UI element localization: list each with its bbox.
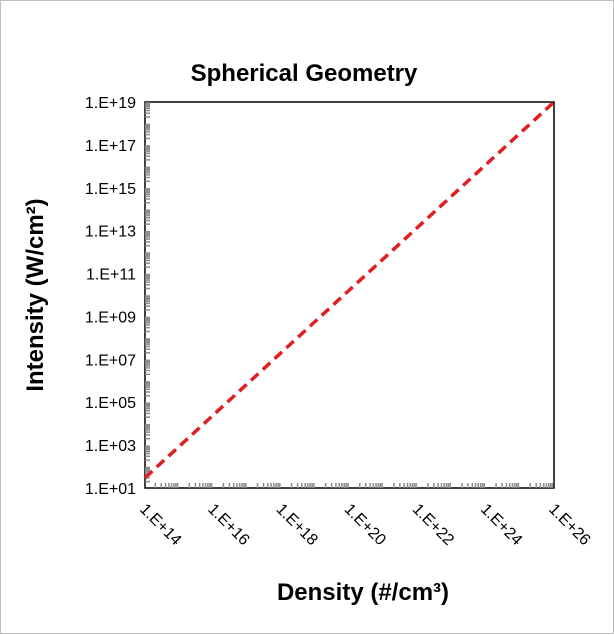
x-tick-label: 1.E+24 [477, 501, 525, 549]
y-tick-label: 1.E+01 [85, 481, 136, 498]
y-tick-label: 1.E+07 [85, 352, 136, 369]
y-axis-title: Intensity (W/cm²) [22, 198, 49, 391]
x-tick-label: 1.E+26 [545, 501, 593, 549]
x-axis-title: Density (#/cm³) [277, 579, 449, 606]
x-tick-label: 1.E+14 [136, 501, 184, 549]
x-tick-label: 1.E+22 [409, 501, 457, 549]
y-tick-label: 1.E+15 [85, 181, 136, 198]
series-layer [143, 100, 556, 480]
minor-ticks [145, 102, 554, 488]
x-tick-label: 1.E+18 [273, 501, 321, 549]
y-tick-label: 1.E+13 [85, 224, 136, 241]
chart-title: Spherical Geometry [191, 60, 418, 87]
x-tick-label: 1.E+20 [341, 501, 389, 549]
y-tick-label: 1.E+19 [85, 95, 136, 112]
plot-area [144, 101, 555, 489]
y-tick-label: 1.E+11 [86, 267, 136, 284]
y-tick-label: 1.E+09 [85, 309, 136, 326]
y-tick-label: 1.E+03 [85, 438, 136, 455]
x-tick-labels: 1.E+14 1.E+16 1.E+18 1.E+20 1.E+22 1.E+24 1.E+… [136, 501, 593, 549]
y-tick-label: 1.E+17 [85, 138, 136, 155]
y-tick-label: 1.E+05 [85, 395, 136, 412]
series-line [143, 100, 556, 480]
y-tick-labels: 1.E+01 1.E+03 1.E+05 1.E+07 1.E+09 1.E+11 1.E+… [85, 95, 136, 498]
x-tick-label: 1.E+16 [204, 501, 252, 549]
